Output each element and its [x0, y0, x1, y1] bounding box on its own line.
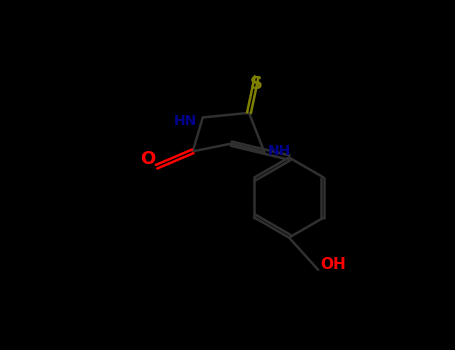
- Text: NH: NH: [268, 144, 292, 158]
- Text: O: O: [140, 150, 155, 168]
- Text: S: S: [250, 75, 263, 93]
- Text: OH: OH: [320, 257, 345, 272]
- Text: HN: HN: [173, 114, 197, 128]
